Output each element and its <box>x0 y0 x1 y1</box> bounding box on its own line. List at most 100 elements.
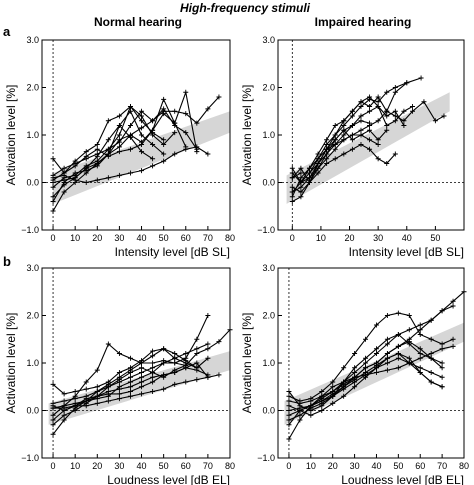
data-point <box>139 142 145 147</box>
data-point <box>401 108 407 114</box>
y-tick-label: −1.0 <box>257 453 275 463</box>
data-point <box>297 400 303 406</box>
data-point <box>127 170 133 176</box>
data-point <box>401 118 407 124</box>
data-point <box>94 367 100 373</box>
data-point <box>172 108 178 114</box>
data-point <box>324 137 330 143</box>
data-point <box>116 391 122 397</box>
data-point <box>289 194 295 200</box>
data-point <box>205 372 211 378</box>
data-point <box>319 398 325 404</box>
y-axis-label: Activation level [%] <box>4 85 18 186</box>
row-label-b: b <box>3 254 11 269</box>
data-point <box>375 94 381 100</box>
data-point <box>183 351 189 356</box>
data-point <box>298 184 304 190</box>
data-point <box>50 403 56 409</box>
data-point <box>139 370 145 375</box>
x-tick-label: 60 <box>181 233 191 243</box>
x-axis-label: Intensity level [dB SL] <box>349 245 464 259</box>
data-point <box>332 132 338 138</box>
data-point <box>127 123 133 128</box>
y-tick-label: −1.0 <box>21 225 39 235</box>
data-point <box>94 161 100 166</box>
data-point <box>384 336 390 342</box>
data-point <box>50 208 56 214</box>
data-point <box>439 308 445 314</box>
data-point <box>172 360 178 366</box>
data-point <box>392 85 398 90</box>
data-point <box>289 165 295 171</box>
data-point <box>373 351 379 356</box>
data-point <box>61 412 67 418</box>
data-point <box>375 104 381 109</box>
data-point <box>194 351 200 356</box>
data-point <box>150 348 156 354</box>
data-point <box>289 189 295 195</box>
data-point <box>150 360 156 366</box>
figure-title: High-frequency stimuli <box>180 1 311 15</box>
data-point <box>116 351 122 356</box>
data-point <box>315 161 321 166</box>
y-tick-label: 1.0 <box>262 130 275 140</box>
data-point <box>172 367 178 373</box>
data-point <box>139 118 145 124</box>
data-point <box>367 108 373 114</box>
data-point <box>439 374 445 380</box>
data-point <box>83 149 89 155</box>
data-point <box>50 199 56 204</box>
data-point <box>161 108 167 114</box>
data-point <box>367 120 373 126</box>
data-point <box>417 327 423 333</box>
data-point <box>127 384 133 390</box>
data-point <box>395 351 401 356</box>
data-point <box>61 182 67 188</box>
data-point <box>83 386 89 392</box>
data-point <box>332 156 338 162</box>
data-point <box>306 165 312 171</box>
x-tick-label: 30 <box>350 461 360 471</box>
series-line-6 <box>53 374 220 409</box>
data-point <box>392 113 398 119</box>
x-tick-label: 60 <box>181 461 191 471</box>
x-tick-label: 20 <box>92 461 102 471</box>
data-point <box>439 341 445 347</box>
data-point <box>432 118 438 124</box>
data-point <box>417 322 423 328</box>
y-tick-label: 3.0 <box>26 263 39 273</box>
data-point <box>332 137 338 143</box>
data-point <box>324 161 330 166</box>
x-tick-label: 40 <box>137 233 147 243</box>
row-label-a: a <box>3 24 11 39</box>
data-point <box>286 403 292 409</box>
data-point <box>150 127 156 133</box>
x-tick-label: 40 <box>371 461 381 471</box>
x-tick-label: 20 <box>92 233 102 243</box>
x-tick-label: 80 <box>459 461 469 471</box>
x-tick-label: 80 <box>225 461 235 471</box>
data-point <box>341 127 347 133</box>
x-axis-label: Intensity level [dB SL] <box>115 245 230 259</box>
data-point <box>50 194 56 200</box>
data-point <box>286 408 292 413</box>
data-point <box>450 303 456 309</box>
y-tick-label: 0.0 <box>26 178 39 188</box>
data-point <box>330 384 336 390</box>
data-point <box>358 132 364 138</box>
data-point <box>406 313 412 318</box>
data-point <box>205 106 211 112</box>
data-point <box>450 343 456 349</box>
data-point <box>375 118 381 124</box>
data-point <box>172 351 178 356</box>
x-tick-label: 10 <box>70 233 80 243</box>
data-point <box>83 396 89 402</box>
data-point <box>384 355 390 361</box>
data-point <box>105 175 111 181</box>
data-point <box>116 113 122 119</box>
data-point <box>417 346 423 352</box>
x-tick-label: 0 <box>290 233 295 243</box>
data-point <box>298 175 304 181</box>
y-tick-label: 1.0 <box>26 130 39 140</box>
data-point <box>384 123 390 128</box>
